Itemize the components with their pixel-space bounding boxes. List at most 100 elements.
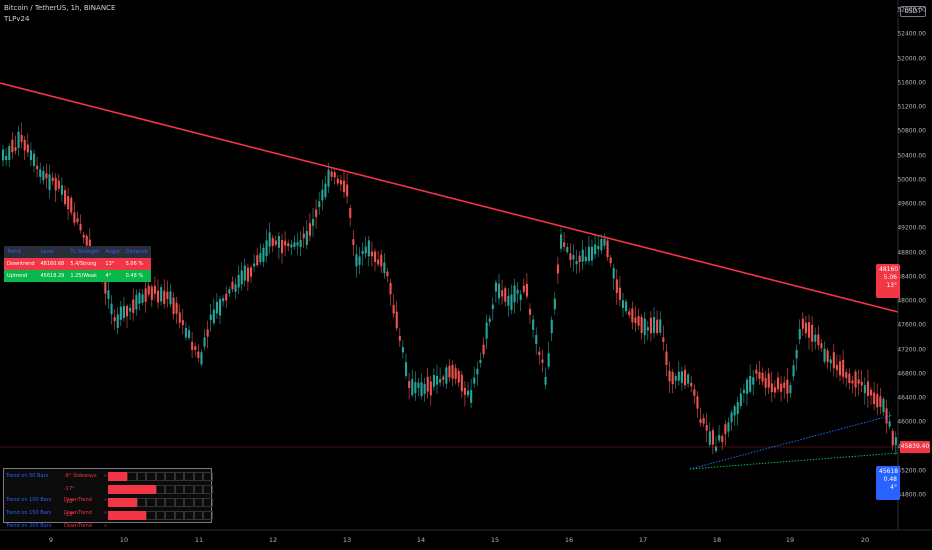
strength-cell [203, 511, 213, 520]
candle-body [662, 337, 665, 342]
candle-body [26, 144, 29, 153]
strength-cell [108, 511, 118, 520]
candle-body [591, 246, 594, 261]
candle-body [14, 147, 17, 151]
table-row-downtrend: Downtrend 48160.68 5.4/Strong 13° 5.06 % [4, 258, 151, 270]
downtrend-angle: 13° [886, 282, 897, 289]
time-axis-label: 9 [48, 536, 54, 544]
candle-body [253, 263, 256, 267]
candle-body [33, 153, 36, 166]
candle-body [268, 232, 271, 247]
candle-body [820, 343, 823, 349]
candle-body [398, 336, 401, 341]
candle-body [649, 317, 652, 334]
candle-body [721, 435, 724, 443]
price-axis-label: 44800.00 [897, 491, 926, 499]
trend-strength-bars-50 [108, 472, 213, 481]
candle-body [851, 380, 854, 384]
candle-body [476, 368, 479, 375]
candle-body [395, 311, 398, 329]
candle-body [578, 255, 581, 263]
candle-body [507, 295, 510, 306]
candle-body [643, 318, 646, 336]
candle-body [845, 372, 848, 379]
strength-cell [165, 511, 175, 520]
candle-body [113, 317, 116, 322]
candle-body [39, 169, 42, 177]
candle-body [479, 359, 482, 363]
candle-body [82, 234, 85, 238]
candle-body [600, 239, 603, 251]
symbol-title[interactable]: Bitcoin / TetherUS, 1h, BINANCE [4, 4, 116, 12]
candle-body [141, 294, 144, 303]
candle-body [225, 293, 228, 301]
candle-body [488, 318, 491, 322]
candle-body [200, 352, 203, 365]
candle-body [491, 304, 494, 310]
candle-body [811, 324, 814, 342]
candle-body [510, 294, 513, 310]
candle-body [374, 251, 377, 262]
downtrend-label: 48160 5.06 13° [876, 264, 900, 298]
trend-row-label: Trend on 50 Bars [6, 473, 49, 479]
candle-body [854, 371, 857, 388]
strength-cell [203, 498, 213, 507]
candle-body [544, 376, 547, 385]
uptrend-label: 45618 0.48 4° [876, 466, 900, 500]
candle-body [693, 389, 696, 396]
candle-body [581, 249, 584, 262]
strength-cell [174, 472, 184, 481]
candle-body [708, 431, 711, 445]
candle-body [370, 251, 373, 257]
strength-cell [184, 472, 194, 481]
strength-cell [165, 472, 175, 481]
price-axis-label: 46400.00 [897, 394, 926, 402]
candle-body [405, 362, 408, 376]
currency-badge[interactable]: USDT [899, 6, 926, 17]
uptrend-line-green [689, 452, 899, 470]
candle-body [246, 267, 249, 282]
candle-body [566, 247, 569, 253]
trend-row-label: Trend on 150 Bars [6, 510, 52, 516]
candle-body [513, 285, 516, 303]
uptrend-line-blue [689, 414, 894, 470]
candle-body [153, 285, 156, 294]
candle-body [504, 288, 507, 302]
price-axis-label: 46800.00 [897, 370, 926, 378]
candle-body [888, 421, 891, 427]
price-axis-label: 45200.00 [897, 467, 926, 475]
candle-body [677, 371, 680, 381]
candle-body [470, 390, 473, 403]
candle-body [755, 369, 758, 374]
candle-body [826, 350, 829, 362]
candle-body [324, 183, 327, 198]
candle-body [122, 305, 125, 319]
trend-strength-bars-200 [108, 511, 213, 520]
candle-body [789, 385, 792, 394]
indicator-name[interactable]: TLPv24 [4, 15, 30, 23]
candle-body [463, 387, 466, 395]
candle-body [529, 308, 532, 315]
candle-body [724, 424, 727, 435]
candle-body [742, 389, 745, 394]
candle-body [73, 212, 76, 223]
candle-body [293, 242, 296, 247]
strength-cell [155, 511, 165, 520]
candle-body [277, 236, 280, 248]
candle-body [718, 434, 721, 441]
candle-body [758, 371, 761, 379]
trend-row-label: Trend on 100 Bars [6, 497, 52, 503]
strength-cell [174, 511, 184, 520]
strength-cell [117, 472, 127, 481]
uptrend-level: 45618 [879, 468, 899, 475]
candle-body [436, 375, 439, 385]
strength-cell [127, 485, 137, 494]
candle-body [498, 283, 501, 299]
candle-body [494, 282, 497, 292]
strength-cell [155, 485, 165, 494]
candle-body [705, 424, 708, 431]
candle-body [792, 365, 795, 377]
strength-cell [203, 485, 213, 494]
candle-body [110, 303, 113, 315]
